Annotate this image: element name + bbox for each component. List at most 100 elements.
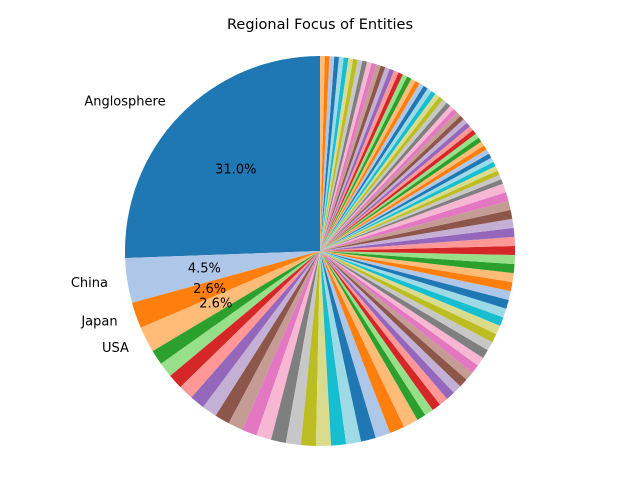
pie-slice bbox=[320, 236, 515, 251]
pie-slice bbox=[320, 65, 386, 251]
pie-slice bbox=[320, 56, 335, 252]
pie-slice bbox=[320, 170, 500, 251]
pie-slice bbox=[320, 88, 432, 252]
pie-slice bbox=[215, 251, 320, 424]
slice-label: USA bbox=[102, 341, 129, 356]
pie-slice bbox=[320, 64, 381, 251]
pie-slice bbox=[320, 109, 458, 251]
pie-slice bbox=[320, 99, 447, 252]
pie-slice bbox=[320, 61, 372, 252]
pie-slice-usa bbox=[140, 251, 320, 352]
pie-slice bbox=[320, 251, 511, 300]
pie-slice bbox=[271, 251, 320, 443]
pie-slice bbox=[320, 192, 509, 251]
pie-slice bbox=[320, 251, 488, 358]
pie-slice bbox=[152, 251, 320, 364]
pie-slice bbox=[320, 105, 454, 251]
pie-slice bbox=[320, 78, 416, 251]
pie-slice-japan bbox=[132, 251, 320, 328]
pie-slice bbox=[320, 153, 492, 251]
pie-slice bbox=[320, 201, 511, 251]
pie-slice bbox=[320, 251, 376, 442]
pie-labels: Anglosphere 31.0% China 4.5% Japan 2.6% USA 2.6… bbox=[71, 95, 257, 356]
pie-slice bbox=[320, 126, 473, 251]
pie-slice bbox=[320, 209, 513, 251]
pie-slice bbox=[320, 179, 504, 251]
slice-label: Japan bbox=[80, 314, 117, 329]
pie-slice bbox=[320, 251, 514, 283]
pie-slice bbox=[320, 161, 496, 251]
pie-slice bbox=[320, 251, 391, 438]
percent-label: 2.6% bbox=[193, 282, 226, 297]
pie-slice bbox=[320, 251, 515, 274]
pie-slice bbox=[320, 145, 487, 251]
pie-slice bbox=[320, 58, 354, 251]
pie-slice bbox=[320, 119, 467, 251]
chart-title: Regional Focus of Entities bbox=[227, 17, 413, 33]
pie-slice bbox=[320, 80, 420, 251]
pie-slice bbox=[320, 112, 461, 251]
pie-slice bbox=[320, 251, 501, 335]
pie-slice bbox=[320, 227, 515, 251]
pie-slice bbox=[320, 245, 515, 256]
percent-label: 31.0% bbox=[215, 162, 256, 177]
pie-slice bbox=[203, 251, 320, 416]
pie-slice bbox=[320, 56, 344, 252]
pie-slice bbox=[300, 251, 320, 446]
pie-slice bbox=[320, 251, 347, 446]
pie-slice bbox=[320, 130, 476, 251]
pie-slice bbox=[320, 251, 473, 380]
pie-slice bbox=[320, 56, 325, 251]
pie-slice bbox=[315, 251, 332, 447]
pie-slice bbox=[228, 251, 320, 430]
pie-slice-china bbox=[125, 251, 320, 303]
pie-slice bbox=[320, 72, 403, 252]
pie-slice bbox=[320, 251, 448, 405]
pie-slice bbox=[320, 251, 497, 343]
pie-slice bbox=[320, 91, 436, 251]
pie-slice bbox=[320, 251, 426, 420]
pie-slice bbox=[320, 251, 504, 326]
pie-slice bbox=[320, 93, 440, 251]
pie-slice bbox=[320, 149, 489, 251]
pie-slice bbox=[320, 62, 377, 252]
pie-slice bbox=[320, 157, 494, 251]
percent-label: 2.6% bbox=[199, 297, 232, 312]
pie-slice bbox=[320, 85, 428, 251]
slice-label: Anglosphere bbox=[84, 95, 165, 110]
pie-slice bbox=[320, 251, 461, 393]
pie-slice bbox=[320, 115, 464, 252]
pie-slice bbox=[320, 96, 443, 251]
pie-slice bbox=[320, 251, 509, 309]
pie-slice bbox=[320, 251, 418, 427]
pie-slice bbox=[180, 251, 320, 398]
pie-slice bbox=[320, 251, 454, 399]
pie-slice bbox=[320, 57, 349, 252]
slice-label: China bbox=[71, 276, 108, 291]
pie-slice bbox=[242, 251, 320, 436]
pie-slice bbox=[320, 166, 498, 251]
pie-slice bbox=[320, 59, 363, 251]
pie-slice bbox=[320, 67, 390, 252]
pie-slice bbox=[191, 251, 320, 408]
pie-slice bbox=[256, 251, 320, 440]
pie-slice bbox=[170, 251, 320, 388]
pie-slice bbox=[320, 251, 484, 366]
pie-slice bbox=[320, 137, 482, 251]
percent-label: 4.5% bbox=[188, 261, 221, 276]
pie-slice bbox=[320, 251, 513, 292]
pie-slice bbox=[320, 58, 358, 251]
pie-slice bbox=[320, 83, 424, 251]
pie-slice bbox=[320, 68, 395, 251]
pie-slice bbox=[320, 251, 405, 433]
pie-slices bbox=[125, 56, 515, 447]
pie-slice bbox=[320, 174, 502, 251]
pie-slice-anglosphere bbox=[125, 56, 320, 259]
pie-slice bbox=[320, 60, 368, 251]
pie-slice bbox=[320, 56, 330, 252]
pie-slice bbox=[160, 251, 320, 376]
pie-slice bbox=[320, 251, 441, 411]
pie-slice bbox=[320, 251, 433, 416]
pie-slice bbox=[320, 183, 506, 251]
